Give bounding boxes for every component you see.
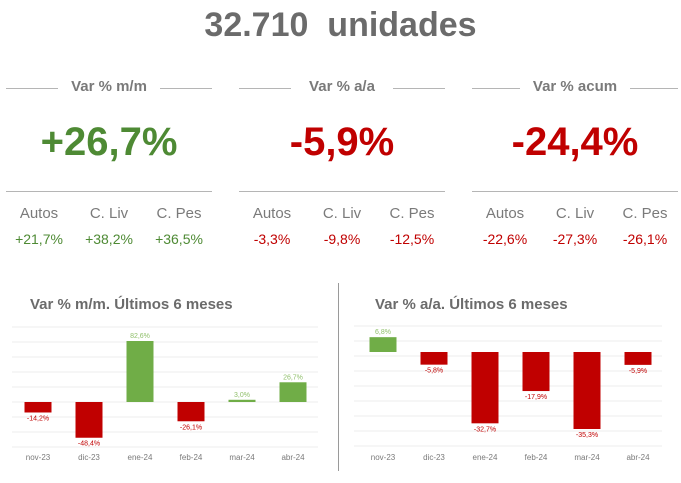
bar-abr-24 bbox=[624, 352, 652, 365]
kpi-separator bbox=[239, 191, 445, 192]
page-title: 32.710 unidades bbox=[204, 6, 477, 44]
bar-mar-24 bbox=[228, 399, 256, 402]
kpi-rule bbox=[393, 88, 445, 89]
kpi-rule bbox=[160, 88, 212, 89]
bar-dic-23 bbox=[75, 402, 103, 438]
kpi-sub-value: -26,1% bbox=[622, 231, 668, 247]
kpi-aa: Var % a/a -5,9% Autos -3,3% C. Liv -9,8% C… bbox=[239, 70, 445, 247]
kpi-separator bbox=[472, 191, 678, 192]
kpi-sub-name: Autos bbox=[485, 205, 525, 222]
kpi-rule bbox=[6, 88, 58, 89]
data-label: 6,8% bbox=[375, 329, 391, 336]
kpi-label: Var % a/a bbox=[309, 78, 375, 95]
kpi-rule bbox=[239, 88, 291, 89]
kpi-sub-name: Autos bbox=[19, 205, 59, 222]
kpi-sub-name: Autos bbox=[252, 205, 292, 222]
data-label: 26,7% bbox=[283, 374, 303, 381]
kpi-label: Var % m/m bbox=[71, 78, 147, 95]
data-label: -35,3% bbox=[576, 432, 598, 439]
x-tick-label: nov-23 bbox=[371, 453, 396, 462]
kpi-rule bbox=[630, 88, 678, 89]
x-tick-label: mar-24 bbox=[574, 453, 600, 462]
kpi-acum: Var % acum -24,4% Autos -22,6% C. Liv -27,… bbox=[472, 70, 678, 247]
x-tick-label: dic-23 bbox=[78, 453, 100, 462]
data-label: -5,8% bbox=[425, 368, 443, 375]
kpi-sub-name: C. Liv bbox=[555, 205, 595, 222]
x-tick-label: feb-24 bbox=[525, 453, 548, 462]
data-label: -48,4% bbox=[78, 441, 100, 448]
data-label: -14,2% bbox=[27, 415, 49, 422]
bar-ene-24 bbox=[126, 341, 154, 402]
kpi-mm: Var % m/m +26,7% Autos +21,7% C. Liv +38,2… bbox=[6, 70, 212, 247]
kpi-sub-value: +38,2% bbox=[85, 231, 133, 247]
kpi-sub-name: C. Liv bbox=[89, 205, 129, 222]
x-tick-label: dic-23 bbox=[423, 453, 445, 462]
bar-nov-23 bbox=[24, 402, 52, 413]
chart-divider bbox=[338, 283, 339, 471]
x-tick-label: abr-24 bbox=[281, 453, 305, 462]
kpi-sub-name: C. Pes bbox=[389, 205, 435, 222]
kpi-sub-value: +21,7% bbox=[15, 231, 63, 247]
kpi-sub-value: -3,3% bbox=[253, 231, 291, 247]
bar-ene-24 bbox=[471, 352, 499, 424]
chart-title-mm: Var % m/m. Últimos 6 meses bbox=[30, 296, 233, 313]
kpi-rule bbox=[472, 88, 520, 89]
bar-dic-23 bbox=[420, 352, 448, 365]
kpi-sub-name: C. Pes bbox=[156, 205, 202, 222]
kpi-sub-value: -27,3% bbox=[552, 231, 598, 247]
bar-feb-24 bbox=[177, 402, 205, 422]
x-tick-label: abr-24 bbox=[626, 453, 650, 462]
x-tick-label: ene-24 bbox=[473, 453, 498, 462]
data-label: -17,9% bbox=[525, 394, 547, 401]
kpi-value: -5,9% bbox=[289, 120, 395, 164]
bar-mar-24 bbox=[573, 352, 601, 429]
bar-abr-24 bbox=[279, 382, 307, 402]
data-label: -32,7% bbox=[474, 426, 496, 433]
bar-nov-23 bbox=[369, 337, 397, 352]
x-tick-label: mar-24 bbox=[229, 453, 255, 462]
x-tick-label: ene-24 bbox=[128, 453, 153, 462]
data-label: -5,9% bbox=[629, 368, 647, 375]
kpi-sub-value: -9,8% bbox=[323, 231, 361, 247]
kpi-sub-value: +36,5% bbox=[155, 231, 203, 247]
kpi-label: Var % acum bbox=[532, 78, 618, 95]
kpi-sub-value: -22,6% bbox=[482, 231, 528, 247]
kpi-value: -24,4% bbox=[511, 120, 639, 164]
x-tick-label: nov-23 bbox=[26, 453, 51, 462]
data-label: 82,6% bbox=[130, 333, 150, 340]
kpi-sub-value: -12,5% bbox=[389, 231, 435, 247]
chart-title-aa: Var % a/a. Últimos 6 meses bbox=[375, 296, 568, 313]
bar-feb-24 bbox=[522, 352, 550, 392]
data-label: 3,0% bbox=[234, 392, 250, 399]
kpi-sub-name: C. Pes bbox=[622, 205, 668, 222]
kpi-value: +26,7% bbox=[40, 120, 178, 164]
kpi-sub-name: C. Liv bbox=[322, 205, 362, 222]
x-tick-label: feb-24 bbox=[180, 453, 203, 462]
data-label: -26,1% bbox=[180, 424, 202, 431]
kpi-separator bbox=[6, 191, 212, 192]
